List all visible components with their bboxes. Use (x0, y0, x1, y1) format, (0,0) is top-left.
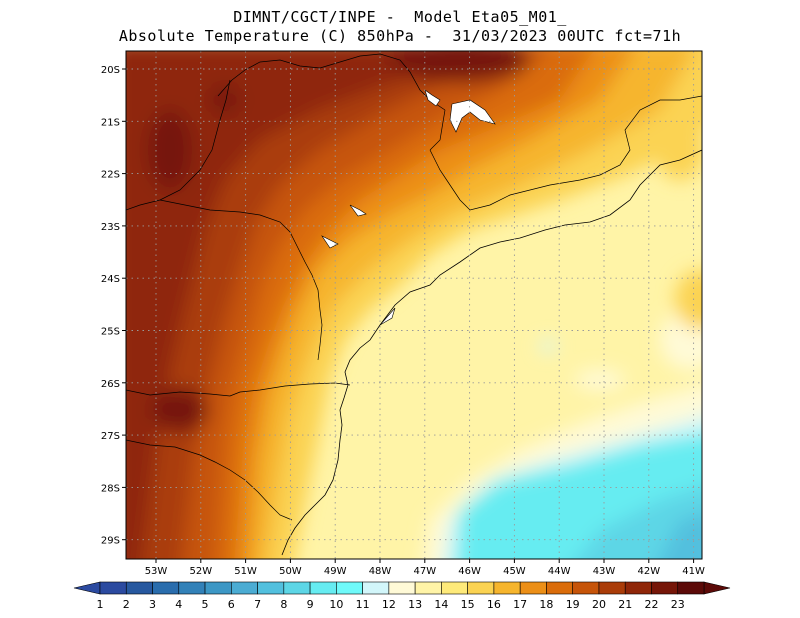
colorbar-swatch (572, 581, 600, 595)
colorbar-label: 13 (408, 598, 422, 611)
lat-tick-label: 21S (101, 117, 120, 128)
colorbar-label: 6 (228, 598, 235, 611)
lon-tick-label: 52W (189, 566, 212, 577)
lat-tick-label: 25S (101, 327, 120, 338)
lat-tick-label: 29S (101, 536, 120, 547)
colorbar-swatch (677, 581, 705, 595)
colorbar-swatch (388, 581, 416, 595)
colorbar-label: 20 (592, 598, 606, 611)
colorbar: 1 2 3 4 5 6 7 8 9 10 11 12 13 14 15 16 17 18 19 20 21 22 23 (73, 581, 731, 611)
map-frame (125, 50, 703, 560)
colorbar-label: 21 (618, 598, 632, 611)
colorbar-swatch (309, 581, 337, 595)
colorbar-swatch (519, 581, 547, 595)
colorbar-label: 3 (149, 598, 156, 611)
colorbar-swatch (257, 581, 285, 595)
colorbar-label: 7 (254, 598, 261, 611)
colorbar-swatch (204, 581, 232, 595)
colorbar-swatch (414, 581, 442, 595)
lon-tick-label: 50W (279, 566, 302, 577)
colorbar-swatch (283, 581, 311, 595)
lat-tick-label: 22S (101, 170, 120, 181)
colorbar-swatch (651, 581, 679, 595)
colorbar-label: 19 (566, 598, 580, 611)
colorbar-arrow-high (703, 581, 731, 595)
lon-tick-label: 47W (413, 566, 436, 577)
lat-tick-label: 20S (101, 65, 120, 76)
colorbar-swatch (624, 581, 652, 595)
colorbar-label: 2 (123, 598, 130, 611)
colorbar-label: 12 (382, 598, 396, 611)
colorbar-swatch (231, 581, 258, 595)
colorbar-label: 17 (513, 598, 527, 611)
colorbar-swatch (178, 581, 206, 595)
lon-tick-label: 49W (324, 566, 347, 577)
lat-tick-label: 24S (101, 274, 120, 285)
lon-tick-label: 48W (369, 566, 392, 577)
colorbar-label: 16 (487, 598, 501, 611)
colorbar-swatch (99, 581, 127, 595)
colorbar-label: 22 (644, 598, 658, 611)
colorbar-swatch (467, 581, 495, 595)
colorbar-label: 15 (461, 598, 475, 611)
colorbar-label: 4 (175, 598, 182, 611)
lon-tick-label: 53W (145, 566, 168, 577)
colorbar-swatch (336, 581, 363, 595)
colorbar-label: 5 (202, 598, 209, 611)
colorbar-swatch (441, 581, 468, 595)
colorbar-swatch (546, 581, 573, 595)
colorbar-swatch (362, 581, 390, 595)
colorbar-label: 11 (356, 598, 370, 611)
lon-tick-label: 45W (503, 566, 526, 577)
lon-tick-label: 41W (682, 566, 705, 577)
lon-tick-label: 43W (593, 566, 616, 577)
graticule (126, 51, 702, 559)
colorbar-label: 14 (434, 598, 448, 611)
lat-tick-label: 28S (101, 483, 120, 494)
colorbar-swatch (125, 581, 153, 595)
temperature-field (126, 51, 702, 559)
lat-tick-label: 26S (101, 379, 120, 390)
colorbar-label: 8 (280, 598, 287, 611)
colorbar-label: 9 (307, 598, 314, 611)
colorbar-swatch (152, 581, 180, 595)
map-title-line-1: DIMNT/CGCT/INPE - Model Eta05_M01_ (233, 8, 567, 26)
colorbar-arrow-low (73, 581, 101, 595)
map-title-line-2: Absolute Temperature (C) 850hPa - 31/03/… (118, 27, 682, 45)
colorbar-swatch (493, 581, 521, 595)
colorbar-label: 1 (97, 598, 104, 611)
lat-tick-label: 27S (101, 431, 120, 442)
lon-tick-label: 42W (637, 566, 660, 577)
colorbar-label: 10 (329, 598, 343, 611)
colorbar-label: 23 (671, 598, 685, 611)
lat-tick-label: 23S (101, 222, 120, 233)
colorbar-swatch (598, 581, 626, 595)
colorbar-label: 18 (539, 598, 553, 611)
lon-tick-label: 51W (234, 566, 257, 577)
lon-tick-label: 46W (458, 566, 481, 577)
lon-tick-label: 44W (548, 566, 571, 577)
